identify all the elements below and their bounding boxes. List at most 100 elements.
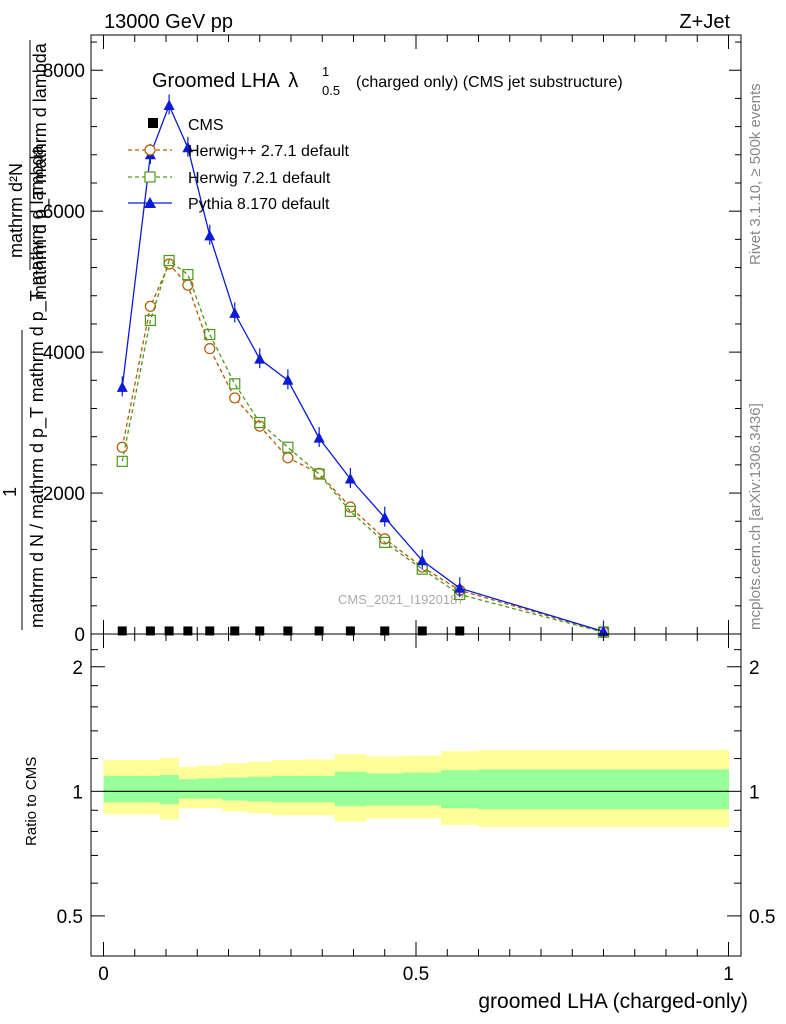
ratio-band-inner [141,775,161,803]
pythia-point [163,99,175,110]
herwig7-point [229,378,241,390]
ratio-band-inner [197,778,223,799]
ratio-x-ticks: 0 0.5 1 [98,634,734,985]
title-sup: 1 [322,64,329,79]
pythia-point [204,229,216,241]
ratio-band-inner [403,772,442,806]
legend-label-herwigpp: Herwig++ 2.7.1 default [188,143,350,160]
herwig7-point [282,441,294,453]
ratio-band-inner [366,773,404,806]
ratio-band-inner [478,769,729,810]
cms-point [283,626,293,636]
ylabel-prefix: 1 [0,487,20,497]
herwigpp-point [282,452,294,464]
ratio-y-tick-label-right: 0.5 [749,907,775,928]
cms-point [205,626,215,636]
pythia-point [254,353,266,364]
ratio-band-inner [272,775,304,803]
ratio-y-tick-label-right: 1 [749,782,760,803]
x-tick-label: 0 [98,964,109,985]
main-series [116,94,610,641]
ratio-band-inner [334,771,367,807]
y-tick-label: 6000 [43,202,85,223]
process-label: Z+Jet [679,11,730,33]
pythia-point [598,625,609,637]
legend-marker-pythia [144,197,156,208]
legend-label-pythia: Pythia 8.170 default [188,196,330,213]
ratio-y-ticks: 0.5 0.5 1 1 2 2 [57,649,775,928]
pythia-point [313,432,325,443]
pythia-point [416,554,428,566]
ratio-y-tick-label-right: 2 [749,658,760,679]
main-ylabel: mathrm d²N mathrm d p_T mathrm d lambda … [0,40,51,630]
herwigpp-point [313,467,325,479]
title-rest: (charged only) (CMS jet substructure) [356,74,623,91]
legend: CMS Herwig++ 2.7.1 default Herwig 7.2.1 … [128,117,350,213]
main-y-ticks: 0 2000 4000 6000 8000 [43,41,741,646]
ratio-band-inner [247,776,273,802]
pythia-point [454,582,466,593]
plot-title: Groomed LHA λ 1 0.5 (charged only) (CMS … [152,64,623,98]
series-line-3 [121,103,604,633]
cms-point [145,626,155,636]
svg-text:Groomed LHA λ: Groomed LHA λ [152,70,298,92]
y-tick-label: 4000 [43,343,85,364]
y-tick-label: 2000 [43,484,85,505]
ratio-band-inner [178,779,198,799]
legend-marker-herwigpp [144,144,156,156]
ratio-band-inner [441,770,479,809]
ratio-y-tick-label: 0.5 [57,907,83,928]
pythia-point [229,307,241,318]
x-tick-label: 0.5 [403,964,429,985]
mcplots-label: mcplots.cern.ch [arXiv:1306.3436] [747,403,764,630]
series-line-1 [121,262,604,633]
y-tick-label: 0 [74,625,85,646]
pythia-point [282,374,294,385]
herwig7-point [204,328,216,341]
cms-point [314,626,324,636]
herwigpp-point [204,342,216,355]
ratio-bands [103,749,729,827]
cms-point [117,626,127,636]
title-lambda: λ [288,70,298,92]
x-tick-label: 1 [723,964,734,985]
cms-point [345,626,355,636]
herwigpp-point [144,300,156,312]
herwig7-point [254,416,266,429]
herwig7-point [163,254,175,267]
cms-point [164,626,174,636]
y-tick-label: 8000 [43,61,85,82]
herwig7-point [144,314,156,327]
ratio-band-inner [222,777,248,801]
cms-point [380,626,390,636]
cms-point [183,626,193,636]
ratio-y-tick-label: 1 [72,782,83,803]
ratio-band-inner [159,775,179,805]
watermark: CMS_2021_I1920187 [338,592,465,607]
legend-label-herwig7: Herwig 7.2.1 default [188,170,331,187]
pythia-point [344,472,356,484]
ratio-band-inner [103,775,142,803]
rivet-label: Rivet 3.1.10, ≥ 500k events [747,83,764,265]
pythia-point [379,511,391,523]
cms-point [455,626,465,636]
ylabel-numer: mathrm d²N [6,163,26,258]
herwig7-point [116,455,128,467]
ylabel-denom: mathrm d p_T mathrm d lambda [30,42,51,300]
cms-point [255,626,265,636]
ratio-y-tick-label: 2 [72,658,83,679]
herwig7-point [182,269,194,281]
x-axis-label: groomed LHA (charged-only) [478,990,748,1013]
series-line-2 [121,259,604,633]
ratio-ylabel: Ratio to CMS [23,757,40,846]
legend-marker-cms [148,118,158,128]
pythia-point [182,141,194,153]
title-sub: 0.5 [322,83,340,98]
herwig7-point [313,468,325,480]
cms-point [417,626,427,636]
pythia-point [116,381,128,392]
ratio-band-inner [303,775,336,803]
legend-marker-herwig7 [144,171,156,183]
title-main: Groomed LHA [152,70,280,92]
cms-point [230,626,240,636]
